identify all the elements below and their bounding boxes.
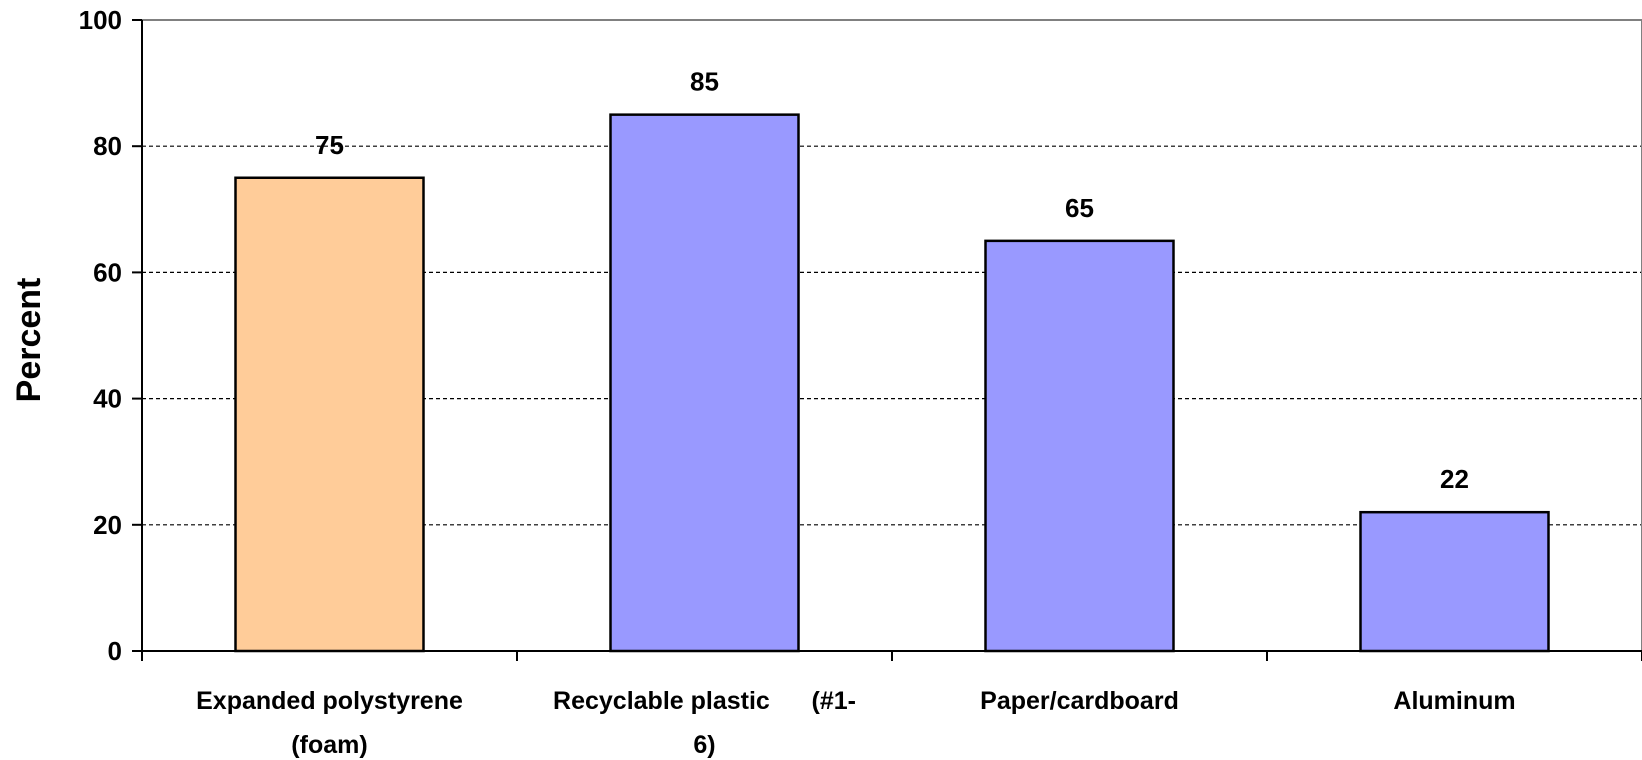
x-category-label-line: Paper/cardboard (980, 687, 1179, 715)
x-category-label-line: Expanded polystyrene (196, 687, 463, 715)
x-category-label: Aluminum (1393, 687, 1515, 715)
y-tick-label: 100 (79, 5, 122, 35)
x-category-label-line: 6) (693, 731, 715, 759)
axes (132, 19, 1642, 661)
data-label: 65 (1065, 193, 1094, 223)
x-category-label-line: (foam) (291, 731, 367, 759)
y-tick-labels: 0 20 40 60 80 100 (79, 5, 122, 666)
x-category-label-line: Recyclable plastic (#1- (553, 687, 856, 715)
y-tick-label: 80 (93, 131, 122, 161)
x-category-label-line: Aluminum (1393, 687, 1515, 715)
x-category-label: Paper/cardboard (980, 687, 1179, 715)
bar (609, 113, 800, 653)
y-tick-label: 40 (93, 384, 122, 414)
x-category-labels: Expanded polystyrene (foam) Recyclable pla… (196, 687, 1515, 759)
y-tick-label: 20 (93, 510, 122, 540)
bar (1359, 510, 1550, 653)
x-category-label: Recyclable plastic (#1- 6) (553, 687, 856, 759)
data-label: 22 (1440, 464, 1469, 494)
x-category-label: Expanded polystyrene (foam) (196, 687, 463, 759)
bars (234, 113, 1550, 653)
data-labels: 75 85 65 22 (315, 67, 1469, 495)
data-label: 75 (315, 130, 344, 160)
bar (984, 239, 1175, 653)
y-axis-title: Percent (10, 278, 48, 403)
y-tick-label: 60 (93, 257, 122, 287)
bar (234, 176, 425, 653)
y-tick-label: 0 (108, 636, 122, 666)
data-label: 85 (690, 67, 719, 97)
